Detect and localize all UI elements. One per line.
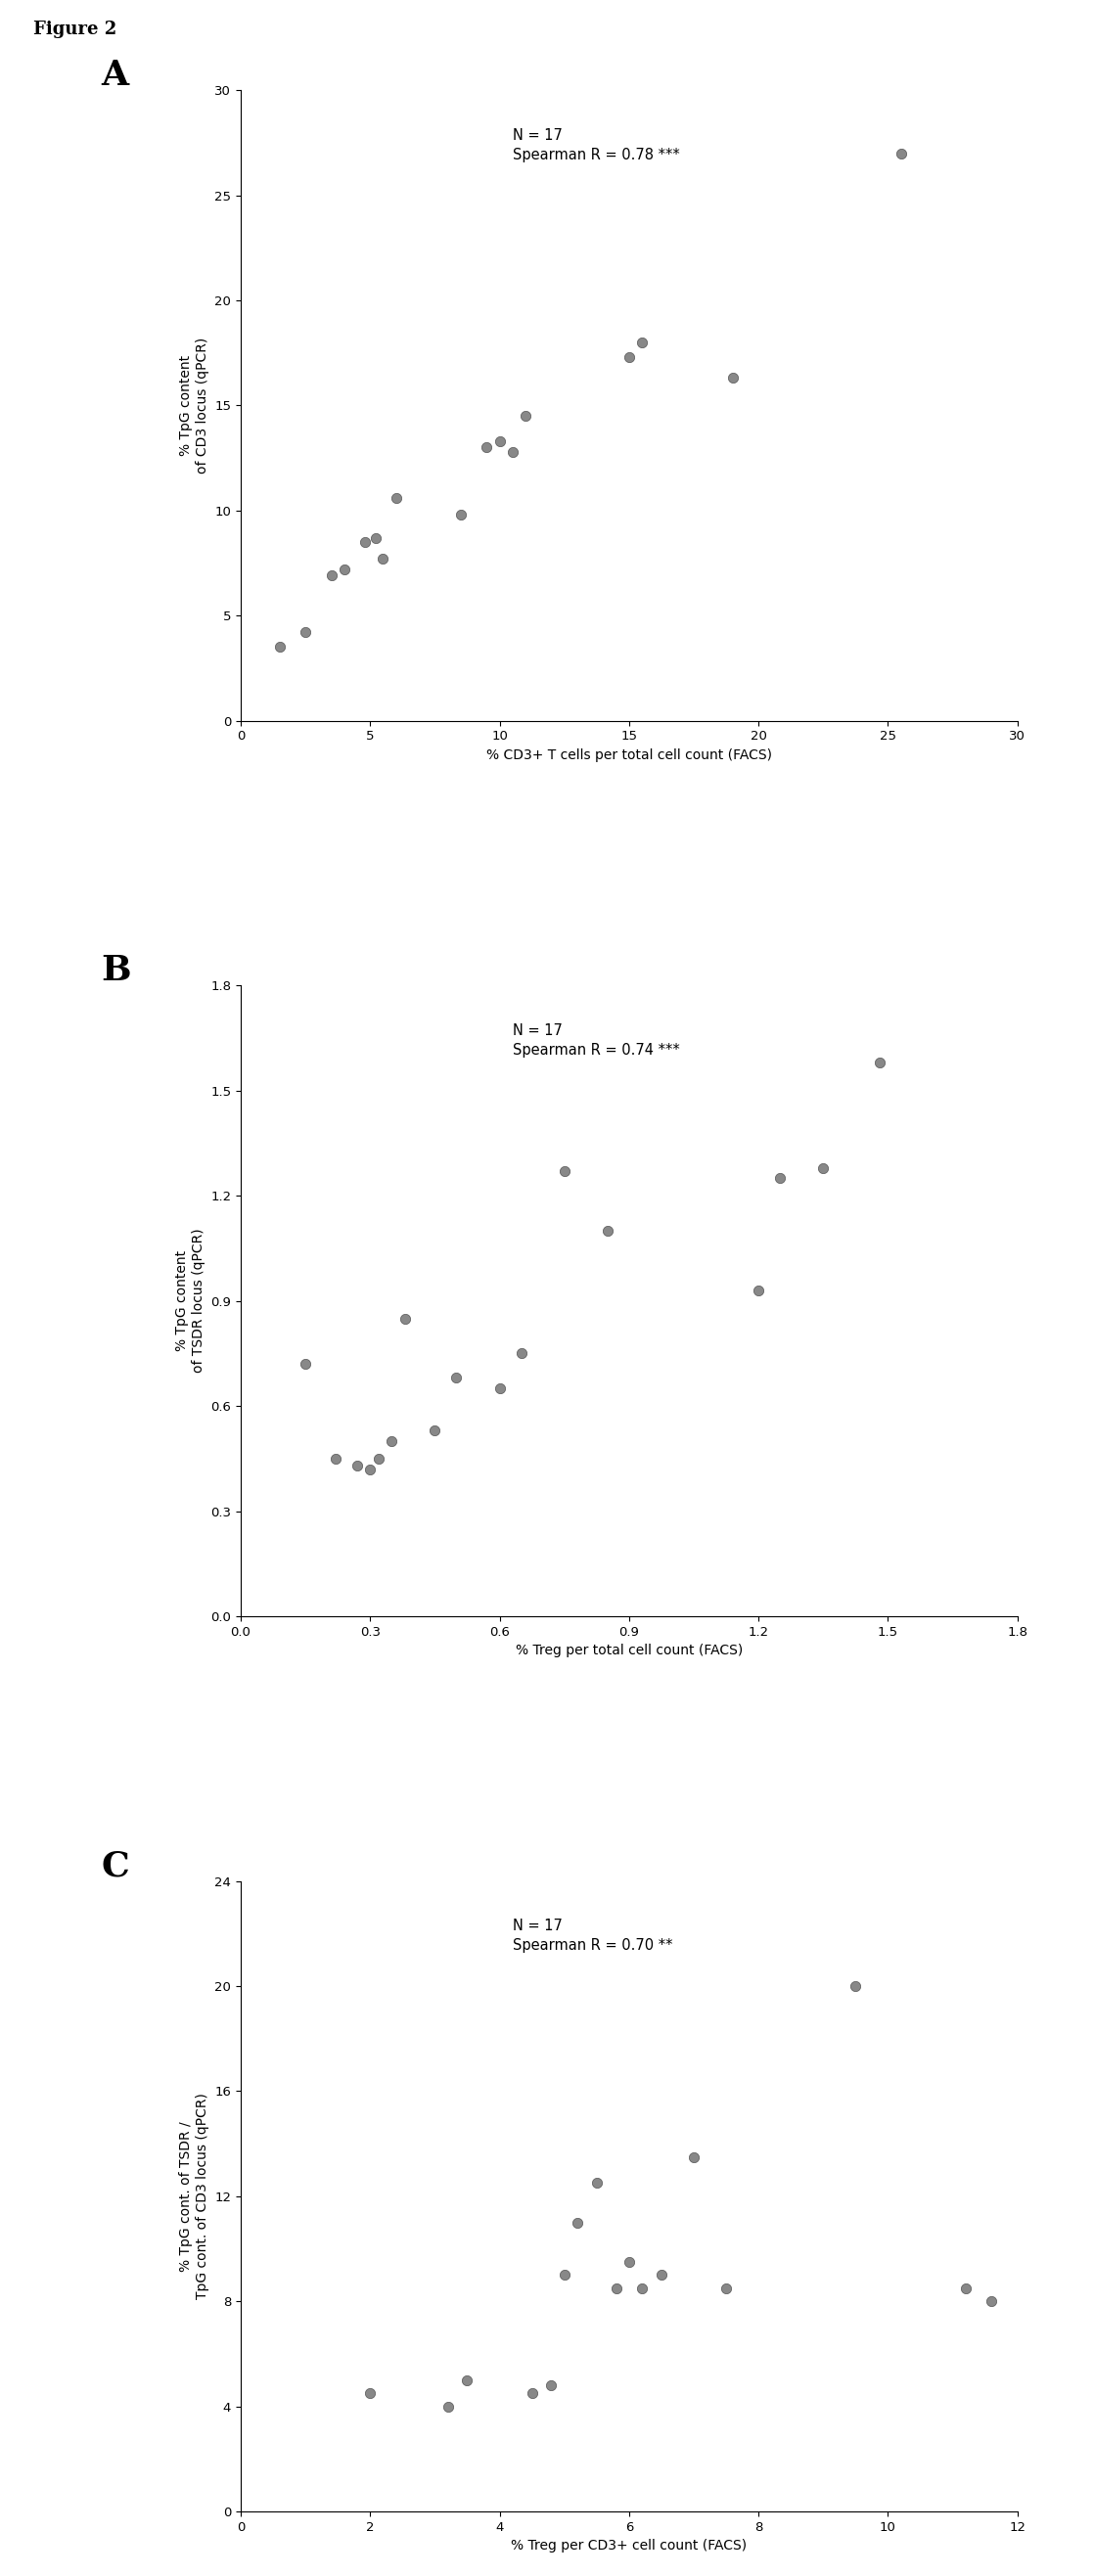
Point xyxy=(323,554,340,595)
Point xyxy=(516,394,534,435)
Point xyxy=(357,520,374,562)
Point xyxy=(543,2365,560,2406)
X-axis label: % Treg per total cell count (FACS): % Treg per total cell count (FACS) xyxy=(515,1643,743,1656)
Text: N = 17
Spearman R = 0.70 **: N = 17 Spearman R = 0.70 ** xyxy=(512,1919,673,1953)
Point xyxy=(847,1965,864,2007)
X-axis label: % Treg per CD3+ cell count (FACS): % Treg per CD3+ cell count (FACS) xyxy=(511,2540,747,2553)
Text: N = 17
Spearman R = 0.78 ***: N = 17 Spearman R = 0.78 *** xyxy=(512,129,679,162)
Point xyxy=(718,2267,735,2308)
Point xyxy=(447,1358,465,1399)
Point xyxy=(814,1146,833,1188)
Point xyxy=(633,322,651,363)
Point xyxy=(620,337,638,379)
Point xyxy=(620,2241,638,2282)
Text: A: A xyxy=(101,59,128,93)
Point xyxy=(724,358,742,399)
X-axis label: % CD3+ T cells per total cell count (FACS): % CD3+ T cells per total cell count (FAC… xyxy=(486,750,772,762)
Point xyxy=(893,131,910,173)
Point xyxy=(452,495,469,536)
Point xyxy=(366,518,384,559)
Y-axis label: % TpG cont. of TSDR /
TpG cont. of CD3 locus (qPCR): % TpG cont. of TSDR / TpG cont. of CD3 l… xyxy=(179,2094,209,2300)
Point xyxy=(374,538,392,580)
Point xyxy=(512,1332,529,1373)
Point xyxy=(387,477,405,518)
Point xyxy=(556,2254,573,2295)
Point xyxy=(458,2360,476,2401)
Point xyxy=(439,2385,456,2427)
Point xyxy=(396,1298,414,1340)
Point xyxy=(957,2267,975,2308)
Point xyxy=(771,1157,789,1198)
Point xyxy=(982,2280,1000,2321)
Text: N = 17
Spearman R = 0.74 ***: N = 17 Spearman R = 0.74 *** xyxy=(512,1023,679,1059)
Point xyxy=(569,2202,586,2244)
Point xyxy=(296,1342,314,1383)
Text: B: B xyxy=(101,953,131,987)
Point xyxy=(271,626,289,667)
Point xyxy=(871,1043,888,1084)
Point xyxy=(607,2267,625,2308)
Point xyxy=(598,1211,616,1252)
Point xyxy=(491,420,509,461)
Point xyxy=(523,2372,540,2414)
Point xyxy=(653,2254,671,2295)
Point xyxy=(426,1409,444,1450)
Point xyxy=(556,1151,573,1193)
Point xyxy=(383,1419,400,1461)
Point xyxy=(491,1368,509,1409)
Y-axis label: % TpG content
of TSDR locus (qPCR): % TpG content of TSDR locus (qPCR) xyxy=(175,1229,205,1373)
Text: C: C xyxy=(101,1850,129,1883)
Text: Figure 2: Figure 2 xyxy=(33,21,116,39)
Point xyxy=(370,1437,387,1479)
Point xyxy=(361,1448,379,1489)
Point xyxy=(336,549,353,590)
Point xyxy=(327,1437,345,1479)
Point xyxy=(749,1270,767,1311)
Point xyxy=(361,2372,379,2414)
Point xyxy=(349,1445,366,1486)
Point xyxy=(633,2267,651,2308)
Point xyxy=(478,428,496,469)
Point xyxy=(685,2136,702,2177)
Point xyxy=(587,2164,605,2205)
Y-axis label: % TpG content
of CD3 locus (qPCR): % TpG content of CD3 locus (qPCR) xyxy=(179,337,209,474)
Point xyxy=(503,430,522,471)
Point xyxy=(296,613,314,654)
